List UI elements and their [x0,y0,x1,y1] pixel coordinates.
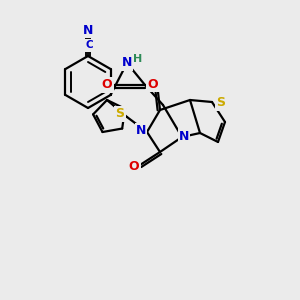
Text: N: N [122,56,132,70]
Text: C: C [85,40,93,50]
Text: S: S [116,107,124,120]
Text: N: N [83,24,93,37]
Text: N: N [179,130,189,142]
Text: H: H [134,54,142,64]
Text: S: S [217,97,226,110]
Text: N: N [136,124,146,137]
Text: O: O [102,79,112,92]
Text: O: O [129,160,139,172]
Text: O: O [148,77,158,91]
